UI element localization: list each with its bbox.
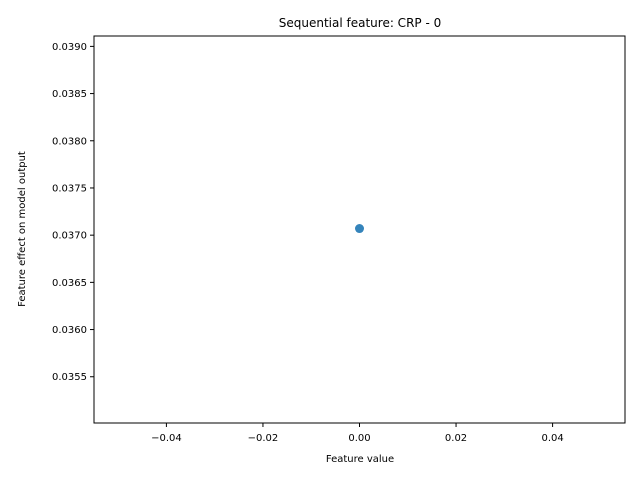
- plot-area: [355, 224, 364, 234]
- x-tick-label: 0.00: [348, 433, 370, 444]
- y-tick-label: 0.0360: [52, 325, 87, 336]
- x-tick-label: 0.04: [541, 433, 563, 444]
- x-tick-label: −0.04: [151, 433, 182, 444]
- x-tick-label: 0.02: [445, 433, 467, 444]
- x-axis: −0.04 −0.02 0.00 0.02 0.04: [151, 423, 564, 444]
- y-tick-label: 0.0365: [52, 278, 87, 289]
- y-tick-label: 0.0385: [52, 89, 87, 100]
- y-axis: 0.0355 0.0360 0.0365 0.0370 0.0375 0.0380 0.03…: [52, 42, 94, 383]
- x-tick-label: −0.02: [248, 433, 279, 444]
- x-axis-title: Feature value: [326, 454, 394, 465]
- y-axis-title: Feature effect on model output: [17, 151, 28, 307]
- chart-title: Sequential feature: CRP - 0: [279, 16, 441, 30]
- y-tick-label: 0.0380: [52, 136, 87, 147]
- y-tick-label: 0.0370: [52, 231, 87, 242]
- y-tick-label: 0.0355: [52, 372, 87, 383]
- scatter-point: [355, 224, 364, 234]
- y-tick-label: 0.0375: [52, 183, 87, 194]
- y-tick-label: 0.0390: [52, 42, 87, 53]
